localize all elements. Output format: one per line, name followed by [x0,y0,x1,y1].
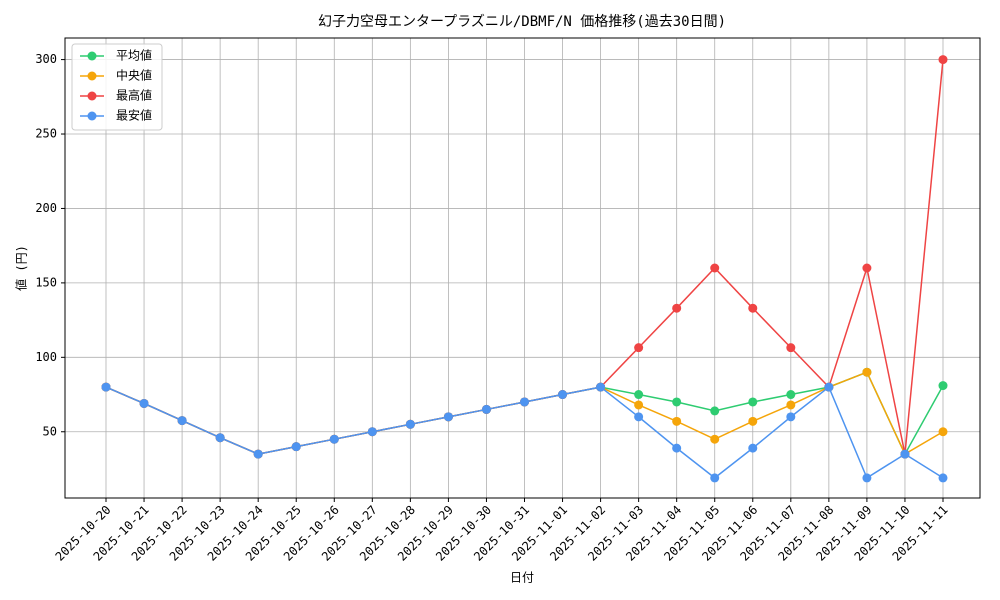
legend-marker [87,91,97,101]
point [710,473,720,483]
point [672,303,682,313]
point [748,443,758,453]
point [862,473,872,483]
point [634,400,644,410]
point [672,443,682,453]
legend-marker [87,111,97,121]
point [634,390,644,400]
point [748,416,758,426]
point [558,390,568,400]
y-tick-label: 150 [35,275,57,289]
y-tick-label: 250 [35,127,57,141]
point [291,442,301,452]
point [862,367,872,377]
point [443,412,453,422]
point [900,449,910,459]
point [710,406,720,416]
point [938,427,948,437]
legend-label: 最高値 [116,88,152,103]
y-tick-label: 100 [35,350,57,364]
legend-label: 平均値 [116,48,152,63]
series [101,382,948,483]
point [215,433,225,443]
chart-title: 幻子力空母エンタープラズニル/DBMF/N 価格推移(過去30日間) [318,14,726,30]
point [367,427,377,437]
legend-label: 中央値 [116,68,152,83]
point [824,382,834,392]
point [520,397,529,407]
point [710,434,720,444]
point [596,382,606,392]
point [938,473,948,483]
point [101,382,111,392]
point [938,381,948,391]
point [748,397,758,407]
point [329,434,339,444]
y-tick-label: 50 [43,424,57,438]
y-axis-label: 値 (円) [14,245,29,291]
legend-marker [87,51,97,61]
point [253,449,263,459]
point [786,400,796,410]
point [938,55,948,65]
point [634,343,644,353]
legend-box [71,43,163,131]
point [748,303,758,313]
point [672,416,682,426]
plot-frame [64,37,981,499]
point [481,404,491,414]
x-axis-label: 日付 [510,571,534,585]
point [634,412,644,422]
point [710,263,720,273]
point [177,416,187,426]
legend-marker [87,71,97,81]
point [862,263,872,273]
point [786,412,796,422]
y-tick-label: 300 [35,52,57,66]
legend-label: 最安値 [116,108,152,123]
point [405,419,415,429]
y-tick-label: 200 [35,201,57,215]
point [786,390,796,400]
point [786,343,796,353]
point [139,398,149,408]
point [672,397,682,407]
